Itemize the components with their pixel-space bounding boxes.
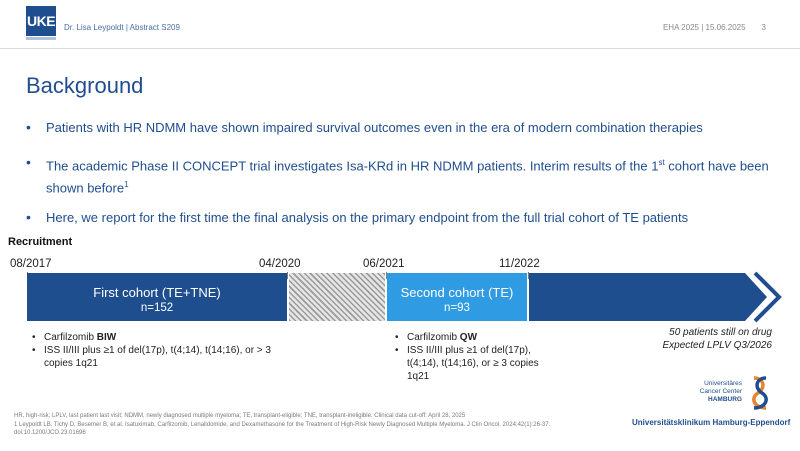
timeline-tick	[528, 272, 529, 279]
recruitment-label: Recruitment	[8, 236, 73, 248]
bullet-2: • The academic Phase II CONCEPT trial in…	[26, 153, 771, 198]
recruitment-gap-hatch	[289, 273, 385, 321]
footnote-abbreviations: HR, high-risk; LPLV, last patient last v…	[14, 413, 466, 419]
first-cohort-label: First cohort (TE+TNE)	[93, 285, 221, 300]
uke-logo-underline	[26, 37, 56, 40]
second-cohort-bar: Second cohort (TE) n=93	[387, 273, 527, 321]
event-info: EHA 2025 | 15.06.2025 3	[663, 23, 766, 32]
footnote: HR, high-risk; LPLV, last patient last v…	[14, 412, 614, 438]
bullet-3: • Here, we report for the first time the…	[26, 208, 771, 227]
bullet-1: • Patients with HR NDMM have shown impai…	[26, 118, 771, 137]
first-cohort-details: Carfilzomib BIW ISS II/III plus ≥1 of de…	[30, 331, 290, 370]
follow-up-arrow	[529, 271, 782, 323]
timeline-tick	[287, 272, 288, 279]
second-cohort-dose: Carfilzomib QW	[393, 331, 553, 344]
footnote-reference: 1 Leypoldt LB, Tichy D, Besemer B, et al…	[14, 421, 551, 437]
date-3: 06/2021	[363, 258, 405, 270]
date-2: 04/2020	[259, 258, 301, 270]
bullet-1-text: Patients with HR NDMM have shown impaire…	[46, 120, 703, 135]
second-cohort-details: Carfilzomib QW ISS II/III plus ≥1 of del…	[393, 331, 553, 383]
hospital-name: Universitätsklinikum Hamburg-Eppendorf	[632, 418, 791, 427]
second-cohort-criteria: ISS II/III plus ≥1 of del(17p), t(4;14),…	[393, 344, 553, 383]
bullet-2-text: The academic Phase II CONCEPT trial inve…	[46, 158, 769, 196]
expected-lplv: Expected LPLV Q3/2026	[662, 340, 772, 351]
first-cohort-n: n=152	[140, 302, 174, 314]
cancer-center-text: Universitäres Cancer Center HAMBURG	[699, 380, 742, 403]
cancer-center-emblem-icon	[752, 376, 768, 410]
page-number: 3	[761, 23, 766, 32]
patients-on-drug: 50 patients still on drug	[669, 327, 772, 338]
presenter-info: Dr. Lisa Leypoldt | Abstract S209	[64, 23, 180, 32]
bullet-3-text: Here, we report for the first time the f…	[46, 210, 689, 225]
event-date: EHA 2025 | 15.06.2025	[662, 23, 746, 32]
follow-up-note: 50 patients still on drug Expected LPLV …	[662, 326, 772, 352]
second-cohort-n: n=93	[444, 302, 470, 314]
cancer-center-logo-block: Universitäres Cancer Center HAMBURG Univ…	[632, 374, 791, 434]
bullet-dot: •	[26, 154, 31, 170]
first-cohort-bar: First cohort (TE+TNE) n=152	[27, 273, 287, 321]
uke-logo: UKE	[26, 6, 56, 36]
first-cohort-dose: Carfilzomib BIW	[30, 331, 290, 344]
first-cohort-criteria: ISS II/III plus ≥1 of del(17p), t(4;14),…	[30, 344, 290, 370]
second-cohort-label: Second cohort (TE)	[400, 285, 514, 300]
bullet-dot: •	[26, 119, 31, 135]
slide-title: Background	[26, 73, 144, 98]
header-divider	[0, 48, 800, 49]
bullet-dot: •	[26, 209, 31, 225]
date-4: 11/2022	[499, 258, 540, 270]
timeline-tick	[386, 272, 387, 279]
date-start: 08/2017	[10, 258, 52, 270]
